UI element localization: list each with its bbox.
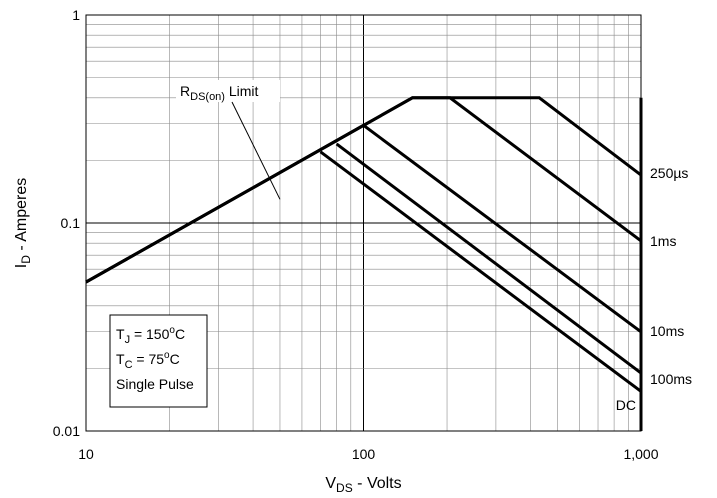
tick-labels: 10 100 1,000 0.01 0.1 1 (53, 7, 659, 462)
condition-line: TC = 75oC (116, 350, 180, 371)
rds-limit-label-bg (176, 80, 280, 102)
y-tick-label: 1 (72, 7, 80, 23)
rds-limit-label: RDS(on) Limit (180, 83, 259, 103)
conditions-frame (109, 314, 208, 408)
curve-labels: 250µs 1ms 10ms 100ms DC RDS(on) Limit (176, 80, 692, 413)
x-tick-label: 1,000 (623, 446, 658, 462)
conditions-box: TJ = 150oC TC = 75oC Single Pulse (109, 314, 208, 408)
y-axis-title: ID - Amperes (13, 178, 33, 268)
curve-label-250-s: 250µs (650, 165, 688, 181)
axis-titles: VDS - Volts ID - Amperes (13, 178, 402, 495)
curve-label-1ms: 1ms (650, 233, 676, 249)
y-tick-label: 0.1 (61, 215, 81, 231)
grid-lines (86, 15, 641, 431)
x-axis-title: VDS - Volts (325, 475, 401, 495)
condition-line: TJ = 150oC (116, 325, 185, 346)
curve-label-dc: DC (616, 397, 636, 413)
curve-100ms (335, 142, 642, 375)
curve-10ms (85, 123, 642, 334)
x-tick-label: 100 (352, 446, 376, 462)
x-tick-label: 10 (78, 446, 94, 462)
curve-dc (319, 150, 642, 393)
plot-frame (85, 14, 642, 432)
curve-label-100ms: 100ms (650, 371, 692, 387)
rds-limit-pointer (231, 101, 281, 200)
condition-line: Single Pulse (116, 376, 194, 392)
curve-label-10ms: 10ms (650, 323, 684, 339)
y-tick-label: 0.01 (53, 423, 80, 439)
